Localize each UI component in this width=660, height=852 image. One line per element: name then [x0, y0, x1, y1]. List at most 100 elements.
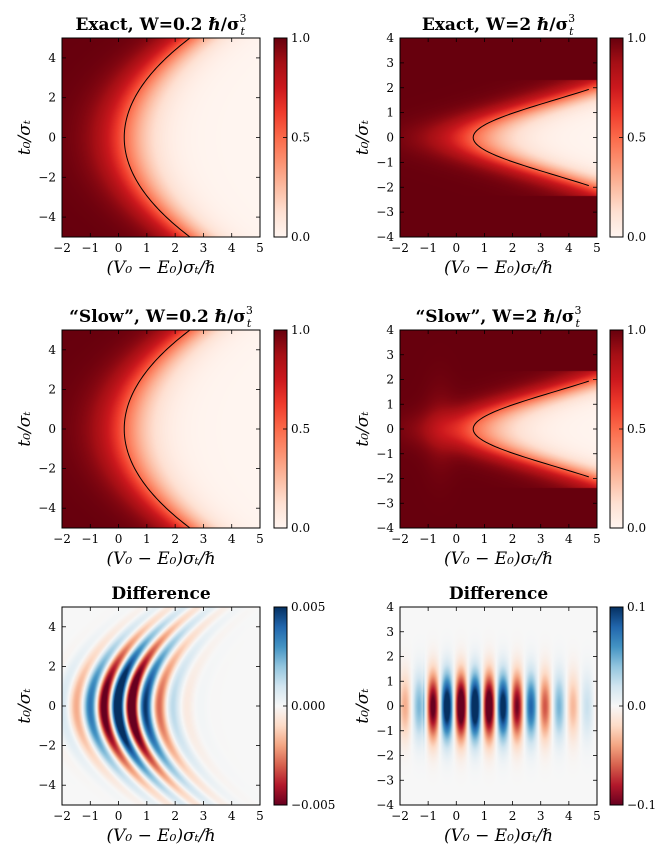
panel-title: Difference [449, 584, 548, 604]
x-tick-label: 1 [143, 532, 151, 546]
x-tick-label: 1 [481, 532, 489, 546]
heatmap-slow-w2 [400, 330, 597, 528]
y-tick-label: 0 [48, 699, 56, 713]
x-tick-label: 4 [565, 532, 573, 546]
y-tick-label: −2 [376, 180, 394, 194]
x-tick-label: 1 [143, 241, 151, 255]
x-tick-label: 1 [481, 809, 489, 823]
y-tick-label: 2 [48, 659, 56, 673]
y-tick-label: 1 [386, 397, 394, 411]
colorbar-tick-label: 0.0 [627, 521, 646, 535]
panel-slow-w02: −2 −1 0 1 2 3 4 5 −4 −2 0 2 4 (V₀ − E₀)σₜ/ℏ t₀/σₜ “Slow… [15, 304, 310, 569]
x-tick-label: 2 [171, 241, 179, 255]
y-axis-label: t₀/σₜ [15, 119, 35, 155]
x-axis-label: (V₀ − E₀)σₜ/ℏ [444, 549, 553, 569]
x-axis-label: (V₀ − E₀)σₜ/ℏ [106, 258, 215, 278]
heatmap-slow-w02 [62, 330, 260, 528]
x-tick-label: −2 [391, 532, 409, 546]
y-tick-label: 2 [386, 81, 394, 95]
y-tick-label: 4 [386, 31, 394, 45]
x-tick-label: 1 [481, 241, 489, 255]
x-tick-label: 3 [537, 809, 545, 823]
x-tick-label: 2 [509, 241, 517, 255]
x-tick-label: −2 [391, 809, 409, 823]
y-tick-label: 4 [386, 600, 394, 614]
y-tick-label: −2 [38, 739, 56, 753]
y-tick-label: 2 [386, 373, 394, 387]
y-axis-label: t₀/σₜ [353, 119, 373, 155]
contour-line-exact-w02 [123, 37, 191, 238]
x-tick-label: 4 [228, 241, 236, 255]
x-tick-label: 3 [200, 809, 208, 823]
contour-line-slow-w02 [123, 329, 191, 529]
y-tick-label: −2 [376, 472, 394, 486]
x-tick-label: 4 [228, 809, 236, 823]
y-tick-label: −4 [38, 778, 56, 792]
y-tick-label: 0 [48, 422, 56, 436]
x-tick-label: 5 [593, 532, 601, 546]
colorbar-tick-label: −0.1 [627, 798, 656, 812]
x-tick-label: −2 [391, 241, 409, 255]
x-axis-label: (V₀ − E₀)σₜ/ℏ [106, 549, 215, 569]
colorbar-tick-label: 0.0 [627, 699, 646, 713]
x-tick-label: 0 [452, 809, 460, 823]
x-tick-label: 3 [200, 241, 208, 255]
x-tick-label: 5 [256, 532, 264, 546]
colorbar-tick-label: 0.0 [627, 230, 646, 244]
x-tick-label: 2 [171, 532, 179, 546]
colorbar-tick-label: 0.5 [291, 131, 310, 145]
y-tick-label: 4 [386, 323, 394, 337]
colorbar-tick-label: −0.005 [291, 798, 335, 812]
colorbar-tick-label: 0.005 [291, 600, 325, 614]
colorbar-tick-label: 0.5 [627, 422, 646, 436]
y-tick-label: −3 [376, 205, 394, 219]
y-tick-label: 2 [386, 650, 394, 664]
colorbar-tick-label: 0.1 [627, 600, 646, 614]
x-tick-label: −1 [81, 809, 99, 823]
x-tick-label: −2 [53, 241, 71, 255]
y-tick-label: 2 [48, 382, 56, 396]
x-tick-label: 3 [537, 241, 545, 255]
heatmap-diff-w2 [400, 607, 597, 805]
heatmap-diff-w02 [62, 607, 260, 805]
y-tick-label: −1 [376, 447, 394, 461]
x-tick-label: −1 [81, 241, 99, 255]
heatmap-exact-w2 [400, 38, 597, 237]
x-tick-label: −1 [419, 532, 437, 546]
y-tick-label: −2 [376, 749, 394, 763]
y-tick-label: −3 [376, 773, 394, 787]
heatmap-exact-w02 [62, 38, 260, 237]
colorbar-tick-label: 1.0 [291, 31, 310, 45]
y-tick-label: 3 [386, 625, 394, 639]
y-tick-label: −3 [376, 496, 394, 510]
panel-slow-w2: −2 −1 0 1 2 3 4 5 −4 −3 −2 −1 0 1 2 3 4 (V₀ − E₀)σₜ/ℏ t₀/σ… [353, 304, 646, 569]
x-tick-label: 0 [115, 532, 123, 546]
x-tick-label: 2 [171, 809, 179, 823]
x-tick-label: 4 [565, 809, 573, 823]
y-tick-label: 4 [48, 343, 56, 357]
panel-diff-w02: −2 −1 0 1 2 3 4 5 −4 −2 0 2 4 (V₀ − E₀)σₜ/ℏ t₀/σₜ Diffe… [15, 584, 335, 846]
x-tick-label: −2 [53, 532, 71, 546]
colorbar-tick-label: 0.0 [291, 521, 310, 535]
y-tick-label: 4 [48, 620, 56, 634]
panel-title: Exact, W=0.2 ℏ/σ3 t [75, 12, 246, 38]
y-axis-label: t₀/σₜ [15, 688, 35, 724]
y-tick-label: −4 [376, 230, 394, 244]
colorbar-tick-label: 1.0 [291, 323, 310, 337]
x-tick-label: −1 [81, 532, 99, 546]
x-tick-label: −2 [53, 809, 71, 823]
panel-title: “Slow”, W=0.2 ℏ/σ3 t [69, 304, 253, 330]
x-tick-label: 5 [256, 241, 264, 255]
x-tick-label: 3 [537, 532, 545, 546]
x-tick-label: 2 [509, 532, 517, 546]
x-tick-label: 3 [200, 532, 208, 546]
x-tick-label: −1 [419, 809, 437, 823]
x-tick-label: 4 [228, 532, 236, 546]
y-tick-label: 1 [386, 106, 394, 120]
x-tick-label: 0 [452, 532, 460, 546]
panel-exact-w02: −2 −1 0 1 2 3 4 5 −4 −2 0 2 4 (V₀ − E₀)σₜ/ℏ t₀/σₜ Exact… [15, 12, 310, 278]
x-tick-label: 0 [115, 241, 123, 255]
y-axis-label: t₀/σₜ [353, 411, 373, 447]
panel-title: Difference [111, 584, 210, 604]
